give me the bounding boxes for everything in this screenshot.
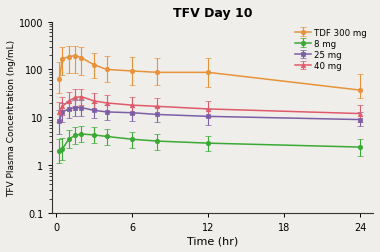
Legend: TDF 300 mg, 8 mg, 25 mg, 40 mg: TDF 300 mg, 8 mg, 25 mg, 40 mg	[294, 27, 369, 72]
X-axis label: Time (hr): Time (hr)	[187, 235, 238, 245]
Y-axis label: TFV Plasma Concentration (ng/mL): TFV Plasma Concentration (ng/mL)	[7, 40, 16, 196]
Title: TFV Day 10: TFV Day 10	[173, 7, 252, 20]
